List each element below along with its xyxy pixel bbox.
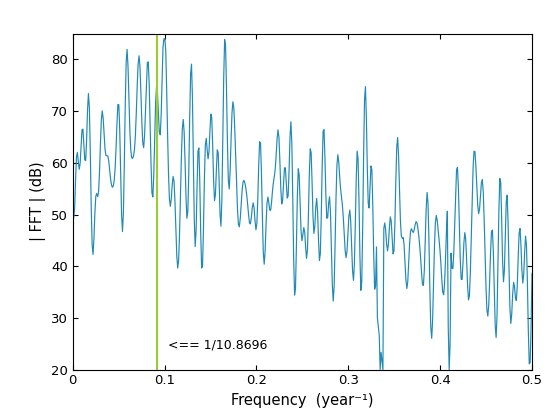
Y-axis label: | FFT | (dB): | FFT | (dB) bbox=[30, 162, 45, 242]
X-axis label: Frequency  (year⁻¹): Frequency (year⁻¹) bbox=[231, 393, 374, 408]
Text: <== 1/10.8696: <== 1/10.8696 bbox=[169, 339, 268, 352]
